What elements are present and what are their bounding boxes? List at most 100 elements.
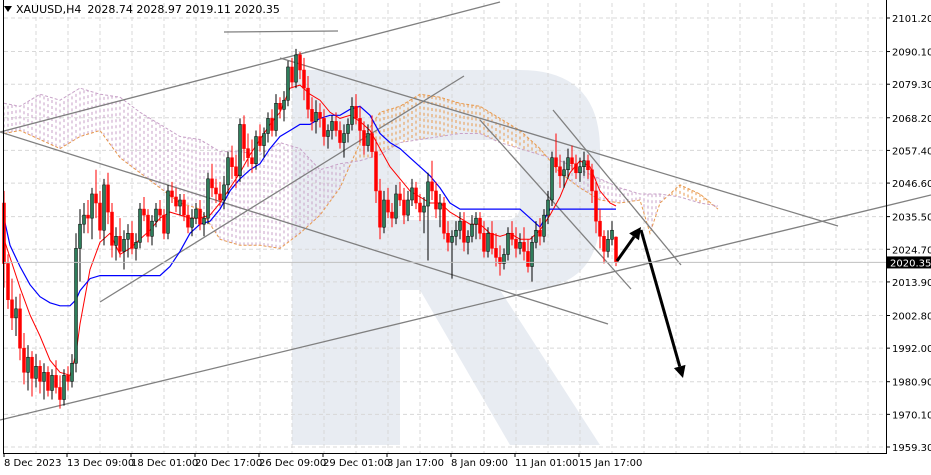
candle-bullish bbox=[254, 136, 258, 164]
candle-bearish bbox=[46, 372, 50, 391]
candle-bearish bbox=[554, 157, 558, 167]
candle-bearish bbox=[94, 193, 98, 204]
price-tick-label: 2013.90 bbox=[892, 278, 931, 289]
chart-title-bar[interactable]: XAUUSD,H4 2028.74 2028.97 2019.11 2020.35 bbox=[4, 3, 280, 16]
candle-bearish bbox=[482, 233, 486, 252]
candle-bullish bbox=[14, 308, 18, 319]
candle-bullish bbox=[566, 157, 570, 171]
dropdown-triangle-icon[interactable] bbox=[4, 6, 12, 12]
time-tick-label: 29 Dec 01:00 bbox=[323, 458, 390, 469]
candle-bullish bbox=[102, 184, 106, 231]
candle-bearish bbox=[98, 202, 102, 231]
candle-bullish bbox=[282, 99, 286, 110]
chart-axes bbox=[3, 0, 887, 454]
price-tick-label: 2068.20 bbox=[892, 114, 931, 125]
candle-bullish bbox=[62, 375, 66, 400]
trendline[interactable] bbox=[99, 75, 465, 303]
candle-bullish bbox=[274, 103, 278, 131]
trendline[interactable] bbox=[279, 57, 839, 227]
candle-bullish bbox=[342, 133, 346, 143]
trendline[interactable] bbox=[0, 1, 501, 133]
candle-bearish bbox=[158, 208, 162, 216]
candle-bullish bbox=[266, 118, 270, 134]
tenkan-sen-line bbox=[3, 84, 617, 376]
candle-bearish bbox=[402, 199, 406, 216]
candle-bullish bbox=[606, 239, 610, 252]
candle-bearish bbox=[598, 220, 602, 237]
candle-bullish bbox=[486, 233, 490, 252]
price-tick-label: 1980.90 bbox=[892, 378, 931, 389]
trendline[interactable] bbox=[223, 30, 339, 33]
candle-bearish bbox=[590, 169, 594, 192]
candle-bearish bbox=[374, 151, 378, 192]
candle-bullish bbox=[438, 202, 442, 210]
price-tick-label: 2035.50 bbox=[892, 213, 931, 224]
price-tick-label: 2057.40 bbox=[892, 146, 931, 157]
logo-r-shape bbox=[292, 70, 600, 445]
current-price-badge bbox=[887, 256, 931, 269]
candle-bullish bbox=[582, 160, 586, 167]
candle-bearish bbox=[130, 233, 134, 249]
candle-bearish bbox=[242, 124, 246, 149]
candle-bearish bbox=[182, 199, 186, 216]
candle-bearish bbox=[602, 236, 606, 252]
candle-bullish bbox=[406, 199, 410, 216]
time-tick-label: 3 Jan 17:00 bbox=[387, 458, 444, 469]
arrow-head-icon[interactable] bbox=[673, 364, 686, 378]
candle-bearish bbox=[514, 239, 518, 249]
candle-bullish bbox=[330, 121, 334, 131]
candle-bullish bbox=[222, 184, 226, 201]
price-axis[interactable]: 2101.20 2090.10 2079.30 2068.20 2057.40 2046.… bbox=[886, 14, 931, 454]
forecast-arrows[interactable] bbox=[615, 227, 686, 378]
candle-bullish bbox=[382, 199, 386, 228]
candle-bearish bbox=[318, 112, 322, 119]
trendline[interactable] bbox=[552, 109, 682, 266]
candle-bullish bbox=[206, 178, 210, 219]
candle-bearish bbox=[338, 130, 342, 143]
ohlc-values: 2028.74 2028.97 2019.11 2020.35 bbox=[87, 3, 280, 16]
candle-bearish bbox=[174, 196, 178, 207]
candle-bullish bbox=[314, 112, 318, 122]
forecast-arrow-line[interactable] bbox=[615, 235, 636, 262]
candle-bearish bbox=[494, 248, 498, 258]
candle-bearish bbox=[490, 233, 494, 249]
trendlines[interactable] bbox=[0, 1, 931, 421]
candle-bearish bbox=[498, 257, 502, 264]
candle-bearish bbox=[334, 121, 338, 131]
price-tick-label: 1992.00 bbox=[892, 344, 931, 355]
time-tick-label: 20 Dec 17:00 bbox=[195, 458, 262, 469]
forecast-arrow-line[interactable] bbox=[639, 229, 682, 367]
candle-bullish bbox=[50, 375, 54, 391]
candle-bearish bbox=[186, 214, 190, 228]
trendline[interactable] bbox=[0, 131, 609, 325]
candle-bullish bbox=[126, 233, 130, 240]
candle-bearish bbox=[258, 136, 262, 146]
candle-bullish bbox=[578, 166, 582, 174]
candle-bearish bbox=[6, 263, 10, 301]
candle-bearish bbox=[110, 211, 114, 246]
candle-bullish bbox=[530, 242, 534, 267]
candle-bullish bbox=[518, 242, 522, 249]
time-tick-label: 8 Dec 2023 bbox=[4, 458, 62, 469]
candle-bearish bbox=[10, 299, 14, 319]
trendline[interactable] bbox=[0, 194, 931, 421]
price-tick-label: 2101.20 bbox=[892, 14, 931, 25]
kijun-sen-line bbox=[3, 105, 616, 307]
candle-bullish bbox=[366, 133, 370, 146]
candle-bearish bbox=[302, 69, 306, 89]
candle-bullish bbox=[474, 217, 478, 225]
candle-bearish bbox=[30, 356, 34, 379]
candle-bearish bbox=[414, 187, 418, 204]
candle-bearish bbox=[398, 193, 402, 201]
candle-bearish bbox=[198, 208, 202, 225]
candle-bearish bbox=[390, 211, 394, 219]
arrow-head-icon[interactable] bbox=[629, 227, 641, 241]
candle-bearish bbox=[442, 202, 446, 234]
candle-bullish bbox=[506, 233, 510, 255]
candle-bullish bbox=[26, 356, 30, 373]
candle-bullish bbox=[394, 193, 398, 219]
candle-bearish bbox=[218, 193, 222, 201]
